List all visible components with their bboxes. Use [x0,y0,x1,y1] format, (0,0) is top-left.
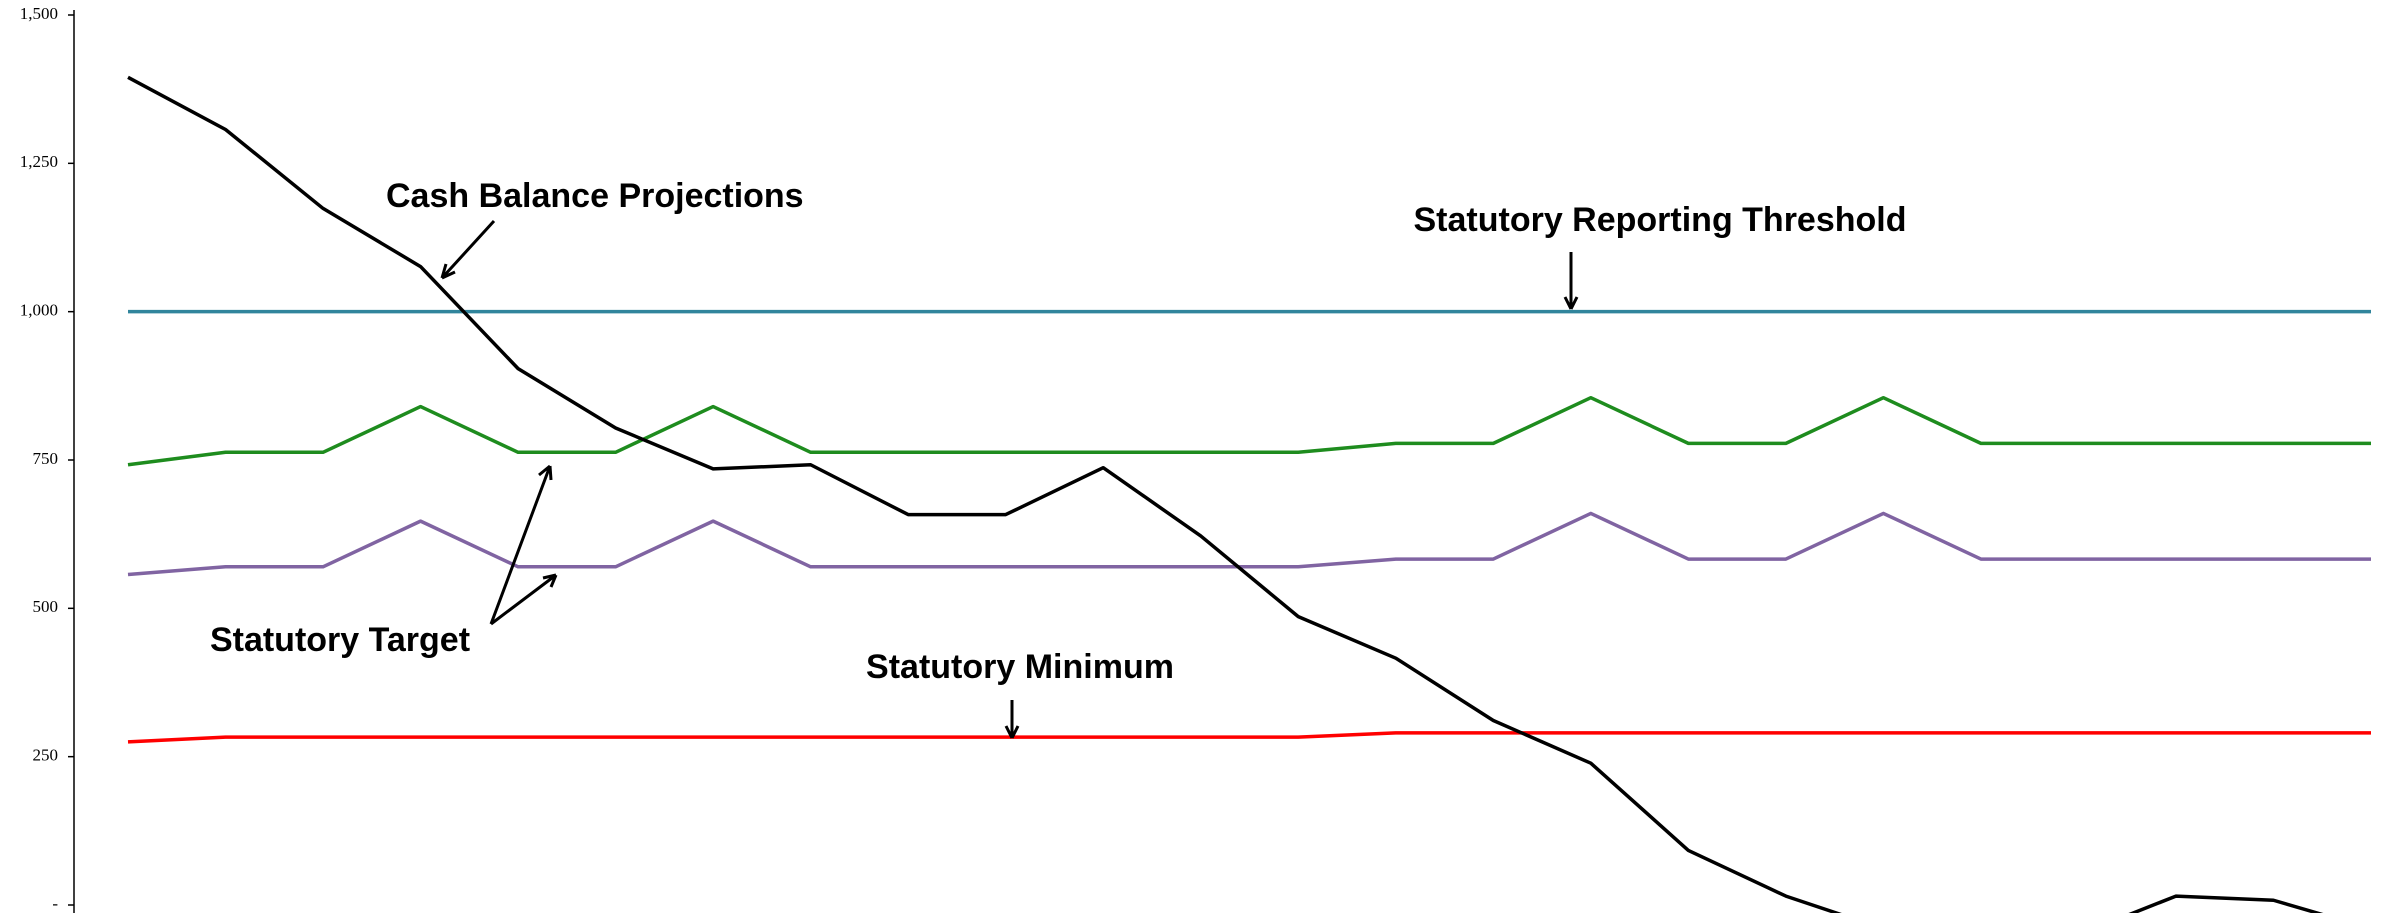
arrow [440,219,496,280]
y-tick-label: 1,000 [20,301,58,320]
annotation: Cash Balance Projections [386,177,804,215]
plot-area [127,75,2371,913]
data-line [127,395,2371,467]
data-line [127,75,2324,913]
annotations: Cash Balance Projections Statutory Repor… [210,177,1907,739]
y-tick-label: 500 [33,597,59,616]
y-tick-label: 250 [33,746,59,765]
arrow [1004,700,1020,739]
data-line [127,511,2371,577]
arrow [489,464,558,626]
data-line [127,731,2371,744]
annotation: Statutory Minimum [866,648,1174,686]
y-tick-label: 1,500 [20,4,58,23]
y-tick-label: 1,250 [20,152,58,171]
y-tick-label: - [52,894,58,913]
ticks: - 250 500 750 1,000 1,250 1,500 [20,4,74,913]
y-tick-label: 750 [33,449,59,468]
annotation: Statutory Target [210,621,470,659]
annotation: Statutory Reporting Threshold [1414,201,1907,239]
arrow [1563,252,1579,310]
